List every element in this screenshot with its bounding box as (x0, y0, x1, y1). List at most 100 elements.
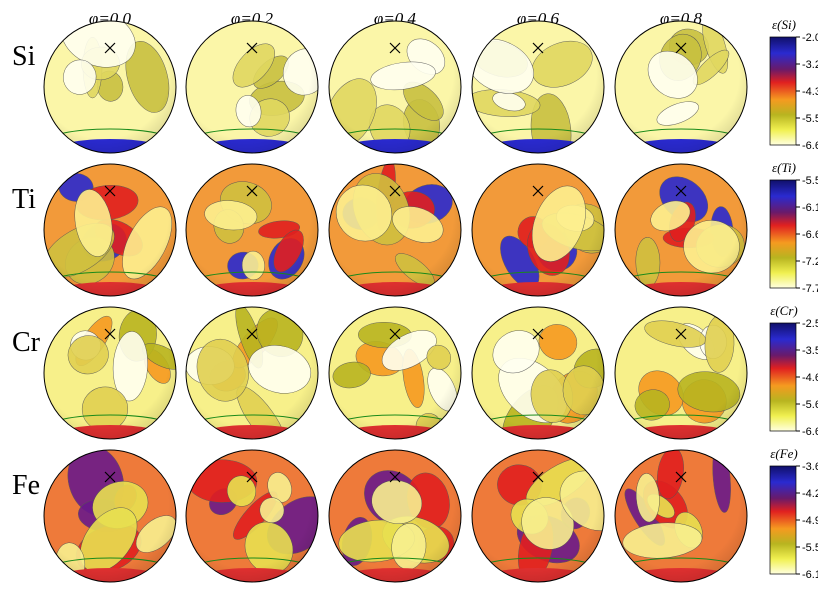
sphere-outline (185, 306, 319, 440)
pole-mark (389, 328, 401, 340)
sphere-outline (328, 163, 462, 297)
colorbar-tick-label: -5.5 (802, 175, 818, 187)
sphere-map (186, 21, 318, 153)
colorbar-tick-label: -4.6 (802, 372, 818, 384)
sphere-map (615, 450, 747, 582)
colorbar (769, 465, 797, 575)
pole-mark (675, 328, 687, 340)
pole-mark (389, 42, 401, 54)
pole-mark (104, 42, 116, 54)
sphere-map (615, 307, 747, 439)
colorbar-tick-label: -4.9 (802, 515, 818, 527)
sphere-outline (328, 306, 462, 440)
sphere-shade (44, 21, 176, 153)
sphere-shade (329, 450, 461, 582)
colorbar-tick-label: -5.6 (802, 399, 818, 411)
sphere-shade (615, 21, 747, 153)
colorbar-tick-label: -3.6 (802, 461, 818, 473)
pole-mark (246, 328, 258, 340)
sphere-shade (186, 21, 318, 153)
pole-mark (675, 42, 687, 54)
row-label: Si (12, 41, 36, 72)
sphere-shade (615, 164, 747, 296)
sphere-outline (471, 20, 605, 154)
sphere-shade (329, 164, 461, 296)
sphere-outline (185, 449, 319, 583)
pole-mark (389, 185, 401, 197)
sphere-shade (472, 164, 604, 296)
sphere-outline (614, 449, 748, 583)
colorbar (769, 322, 797, 432)
sphere-map (472, 450, 604, 582)
sphere-shade (186, 450, 318, 582)
pole-mark (246, 471, 258, 483)
colorbar-tick-label: -6.6 (802, 426, 818, 438)
sphere-outline (43, 449, 177, 583)
sphere-outline (185, 20, 319, 154)
sphere-map (472, 164, 604, 296)
colorbar-tick-label: -6.6 (802, 229, 818, 241)
colorbar-tick-label: -7.2 (802, 256, 818, 268)
colorbar-title: ε(Cr) (770, 303, 798, 318)
colorbar-tick-label: -2.5 (802, 318, 818, 330)
colorbar-tick-label: -3.2 (802, 59, 818, 71)
sphere-shade (186, 164, 318, 296)
colorbar-tick-label: -4.2 (802, 488, 818, 500)
sphere-map (44, 21, 176, 153)
colorbar-tick-label: -2.0 (802, 32, 818, 44)
row-label: Ti (12, 184, 36, 215)
sphere-map (186, 450, 318, 582)
sphere-shade (472, 307, 604, 439)
sphere-shade (329, 21, 461, 153)
sphere-shade (615, 307, 747, 439)
sphere-outline (43, 163, 177, 297)
sphere-outline (614, 20, 748, 154)
sphere-shade (44, 307, 176, 439)
row-label: Cr (12, 327, 41, 358)
sphere-outline (614, 306, 748, 440)
colorbar-title: ε(Si) (772, 17, 796, 32)
sphere-map (44, 164, 176, 296)
sphere-map (186, 164, 318, 296)
sphere-map (329, 307, 461, 439)
sphere-outline (43, 20, 177, 154)
row-label: Fe (12, 470, 40, 501)
sphere-shade (44, 164, 176, 296)
pole-mark (246, 185, 258, 197)
colorbar-title: ε(Ti) (772, 160, 796, 175)
sphere-outline (328, 449, 462, 583)
pole-mark (532, 42, 544, 54)
colorbar-tick-label: -3.5 (802, 345, 818, 357)
pole-mark (246, 42, 258, 54)
sphere-map (472, 21, 604, 153)
colorbar (769, 179, 797, 289)
pole-mark (532, 328, 544, 340)
colorbar (769, 36, 797, 146)
colorbar-tick-label: -7.7 (802, 283, 818, 295)
sphere-shade (186, 307, 318, 439)
sphere-map (186, 307, 318, 439)
sphere-shade (44, 450, 176, 582)
pole-mark (104, 328, 116, 340)
pole-mark (532, 185, 544, 197)
colorbar-tick-label: -5.5 (802, 113, 818, 125)
colorbar-tick-label: -6.6 (802, 140, 818, 152)
colorbar-tick-label: -6.1 (802, 569, 818, 581)
sphere-outline (471, 449, 605, 583)
pole-mark (675, 185, 687, 197)
sphere-outline (471, 163, 605, 297)
colorbar-tick-label: -6.1 (802, 202, 818, 214)
pole-mark (532, 471, 544, 483)
sphere-outline (328, 20, 462, 154)
sphere-map (472, 307, 604, 439)
sphere-outline (471, 306, 605, 440)
sphere-outline (43, 306, 177, 440)
sphere-shade (329, 307, 461, 439)
pole-mark (104, 471, 116, 483)
colorbar-tick-label: -5.5 (802, 542, 818, 554)
sphere-map (615, 21, 747, 153)
sphere-shade (615, 450, 747, 582)
sphere-map (615, 164, 747, 296)
sphere-outline (185, 163, 319, 297)
sphere-shade (472, 450, 604, 582)
